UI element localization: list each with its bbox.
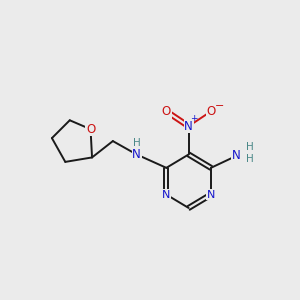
Text: H: H [246, 154, 254, 164]
Text: N: N [162, 190, 170, 200]
Text: N: N [232, 149, 241, 162]
Text: O: O [86, 123, 95, 136]
Text: H: H [246, 142, 254, 152]
Text: −: − [214, 101, 224, 111]
Text: N: N [132, 148, 141, 161]
Text: O: O [162, 105, 171, 118]
Text: N: N [184, 120, 193, 133]
Text: +: + [190, 114, 198, 123]
Text: H: H [133, 138, 141, 148]
Text: N: N [207, 190, 215, 200]
Text: O: O [206, 105, 216, 118]
